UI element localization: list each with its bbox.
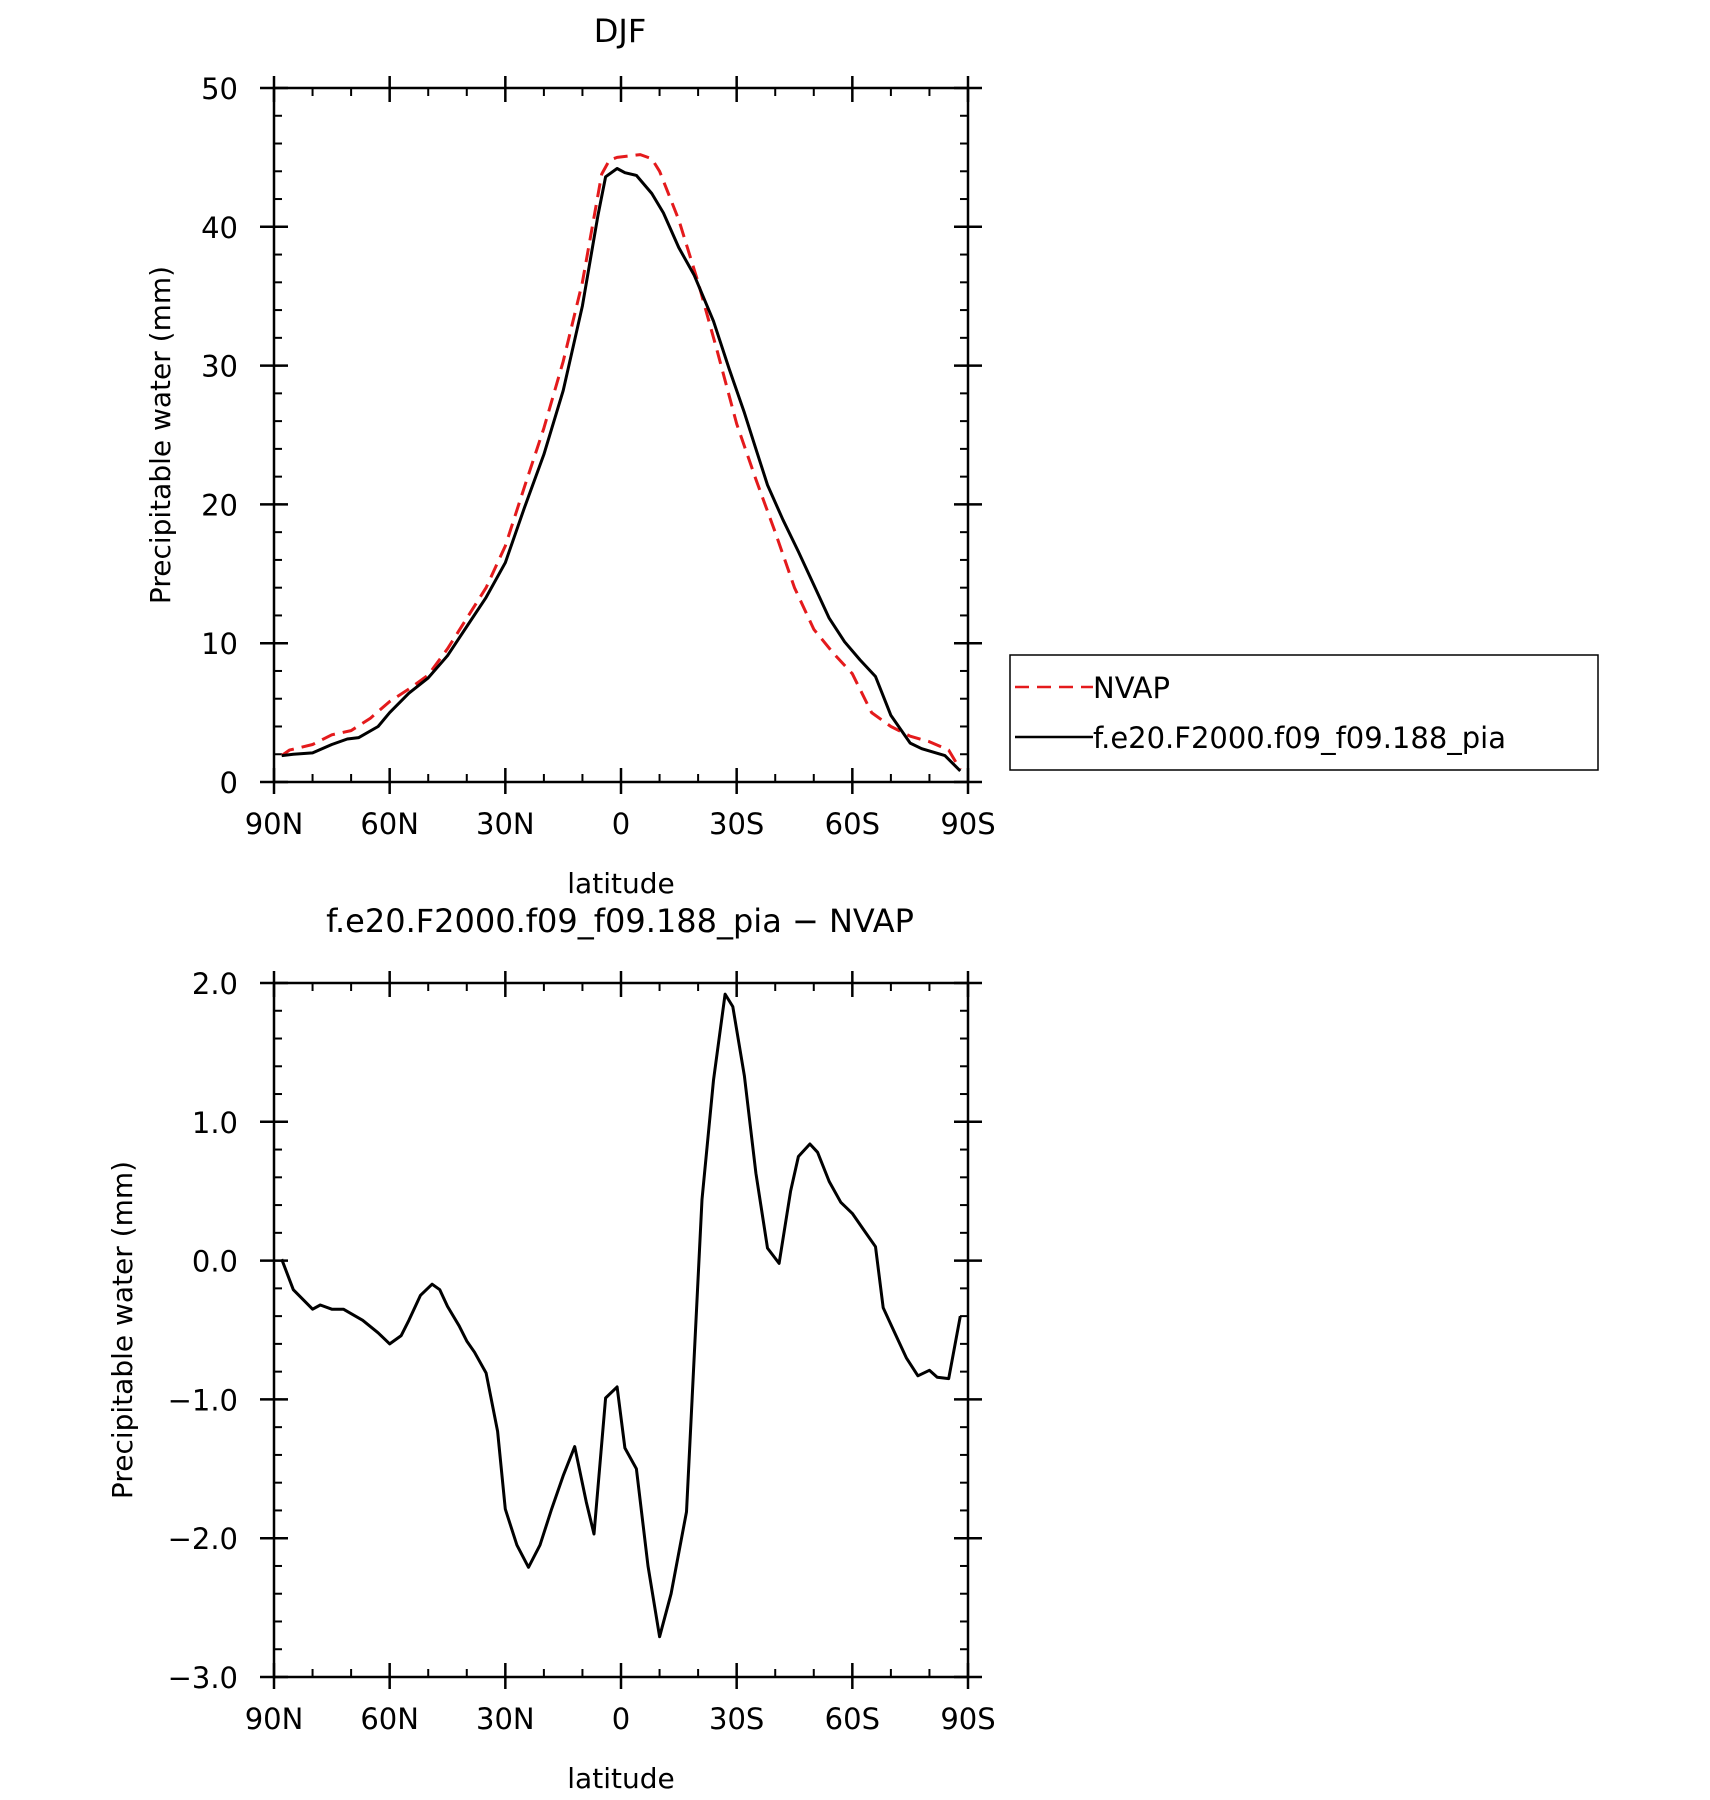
y-tick-label: 0 [220,766,238,800]
x-tick-label: 0 [612,1702,630,1736]
x-tick-label: 30N [476,807,535,841]
y-tick-label: 10 [201,627,238,661]
bottom-series-group [280,992,962,1639]
y-tick-label: 20 [201,488,238,522]
x-tick-label: 60N [360,1702,419,1736]
y-tick-label: 1.0 [192,1106,238,1140]
x-tick-label: 90N [245,807,304,841]
x-tick-label: 60N [360,807,419,841]
y-tick-label: 0.0 [192,1245,238,1279]
x-tick-label: 90N [245,1702,304,1736]
plot-frame [272,86,970,784]
series-line-f-e20-f2000-f09-f09-188-pia [281,167,962,772]
y-tick-label: 40 [201,211,238,245]
x-tick-label: 60S [825,1702,880,1736]
top-axes: 90N 60N 30N 0 30S 60S 90S 0 10 20 30 40 50 [201,72,996,841]
y-tick-label: 50 [201,72,238,106]
chart-title: f.e20.F2000.f09_f09.188_pia − NVAP [326,902,914,940]
legend-label-nvap: NVAP [1093,671,1170,705]
x-tick-label: 90S [940,1702,995,1736]
y-tick-label: 30 [201,350,238,384]
x-tick-label: 30S [709,807,764,841]
plot-frame [272,981,970,1679]
y-axis-label: Precipitable water (mm) [144,266,177,604]
y-tick-label: −1.0 [168,1383,238,1417]
bottom-axes: 90N 60N 30N 0 30S 60S 90S 2.0 1.0 0.0 −1.0 −2.0 −3.0 [168,967,996,1736]
y-tick-label: 2.0 [192,967,238,1001]
y-tick-label: −3.0 [168,1661,238,1695]
x-axis-label: latitude [567,1762,674,1795]
series-line-nvap [280,153,962,771]
x-tick-label: 0 [612,807,630,841]
panel-djf: DJF 90N 60N 30N 0 30S 60S 90S 0 10 20 30 40 50 latit… [144,12,1599,900]
panel-difference: f.e20.F2000.f09_f09.188_pia − NVAP 90N 60… [106,902,996,1795]
legend-label-model: f.e20.F2000.f09_f09.188_pia [1093,721,1506,755]
legend: NVAP f.e20.F2000.f09_f09.188_pia [1009,654,1599,771]
y-axis-label: Precipitable water (mm) [106,1161,139,1499]
x-axis-label: latitude [567,867,674,900]
x-tick-label: 60S [825,807,880,841]
top-series-group [280,153,962,772]
legend-box [1009,654,1599,771]
chart-title: DJF [594,12,646,50]
x-tick-label: 90S [940,807,995,841]
series-line-difference-0 [280,992,962,1639]
x-tick-label: 30N [476,1702,535,1736]
x-tick-label: 30S [709,1702,764,1736]
y-tick-label: −2.0 [168,1522,238,1556]
